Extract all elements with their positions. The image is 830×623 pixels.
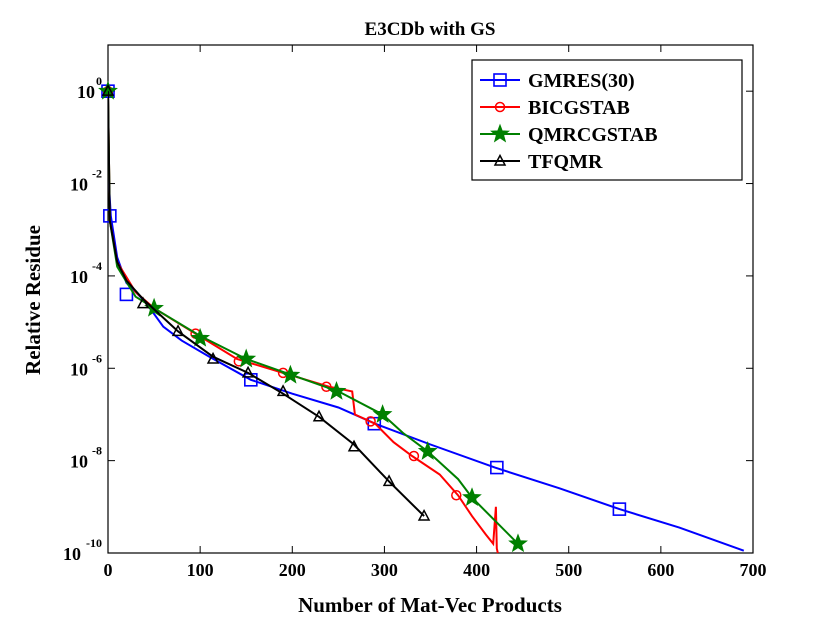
y-tick-label-1: -2 10 [70, 167, 102, 195]
series-1-marker-5 [365, 416, 376, 427]
series-2-marker-2 [190, 327, 211, 347]
legend-label-3: TFQMR [528, 151, 603, 173]
y-tick-exponent-2: -4 [92, 259, 102, 273]
series-group [98, 80, 745, 554]
series-3-marker-9 [417, 508, 431, 521]
x-tick-label-0: 0 [104, 560, 113, 580]
y-tick-base-3: 10 [70, 359, 88, 379]
legend: GMRES(30) BICGSTAB QMRCGSTAB TFQMR [471, 59, 743, 181]
legend-marker-2 [490, 123, 510, 143]
x-tick-label-5: 500 [555, 560, 582, 580]
legend-marker-1 [494, 101, 506, 113]
series-2-marker-6 [372, 404, 393, 423]
y-tick-exponent-0: 0 [96, 74, 102, 88]
series-0-marker-2 [119, 287, 134, 302]
series-2-marker-4 [280, 364, 301, 384]
series-2-marker-3 [236, 348, 257, 368]
series-3-marker-1 [136, 296, 150, 309]
x-tick-label-1: 100 [187, 560, 214, 580]
y-tick-exponent-3: -6 [92, 351, 102, 365]
x-tick-label-6: 600 [647, 560, 674, 580]
series-1-marker-7 [451, 490, 462, 501]
series-2-marker-8 [462, 487, 482, 507]
series-2-marker-9 [508, 533, 528, 553]
series-2-marker-7 [417, 440, 438, 460]
series-3-marker-5 [276, 384, 290, 397]
series-3-marker-3 [206, 351, 220, 364]
y-tick-base-0: 10 [77, 82, 95, 102]
axis-ticks: 0 100 200 300 400 500 600 700010-210-410-610-81… [63, 45, 767, 580]
y-axis-label: Relative Residue [21, 225, 45, 375]
y-tick-exponent-5: -10 [86, 536, 102, 550]
y-tick-base-2: 10 [70, 267, 88, 287]
y-tick-exponent-4: -8 [92, 444, 102, 458]
legend-marker-0 [493, 73, 507, 87]
series-3-marker-7 [347, 439, 361, 452]
y-tick-label-3: -6 10 [70, 351, 102, 379]
series-1-marker-6 [408, 450, 420, 462]
legend-label-1: BICGSTAB [528, 97, 630, 119]
series-line-3 [108, 91, 425, 517]
y-tick-label-5: -10 10 [63, 536, 102, 564]
series-0-marker-5 [490, 460, 504, 475]
y-tick-base-1: 10 [70, 175, 88, 195]
x-tick-label-2: 200 [279, 560, 306, 580]
chart-title: E3CDb with GS [365, 19, 496, 40]
series-2-marker-5 [326, 380, 347, 400]
series-3-marker-2 [171, 324, 185, 337]
legend-label-0: GMRES(30) [528, 70, 635, 92]
x-tick-label-3: 300 [371, 560, 398, 580]
y-tick-label-4: -8 10 [70, 444, 102, 472]
series-3-marker-8 [382, 474, 396, 487]
y-tick-label-0: 010 [77, 74, 102, 102]
series-3-marker-6 [312, 409, 326, 422]
series-0-marker-6 [612, 502, 627, 516]
series-3-marker-4 [241, 365, 255, 378]
legend-label-2: QMRCGSTAB [528, 124, 658, 146]
series-1-marker-4 [321, 381, 332, 392]
y-tick-label-2: -4 10 [70, 259, 102, 287]
y-tick-base-4: 10 [70, 452, 88, 472]
series-3-marker-0 [101, 84, 115, 96]
x-tick-label-4: 400 [463, 560, 490, 580]
legend-marker-3 [493, 153, 507, 166]
x-axis-label: Number of Mat-Vec Products [298, 593, 562, 617]
y-tick-exponent-1: -2 [92, 167, 102, 181]
x-tick-label-7: 700 [740, 560, 767, 580]
y-tick-base-5: 10 [63, 544, 81, 564]
